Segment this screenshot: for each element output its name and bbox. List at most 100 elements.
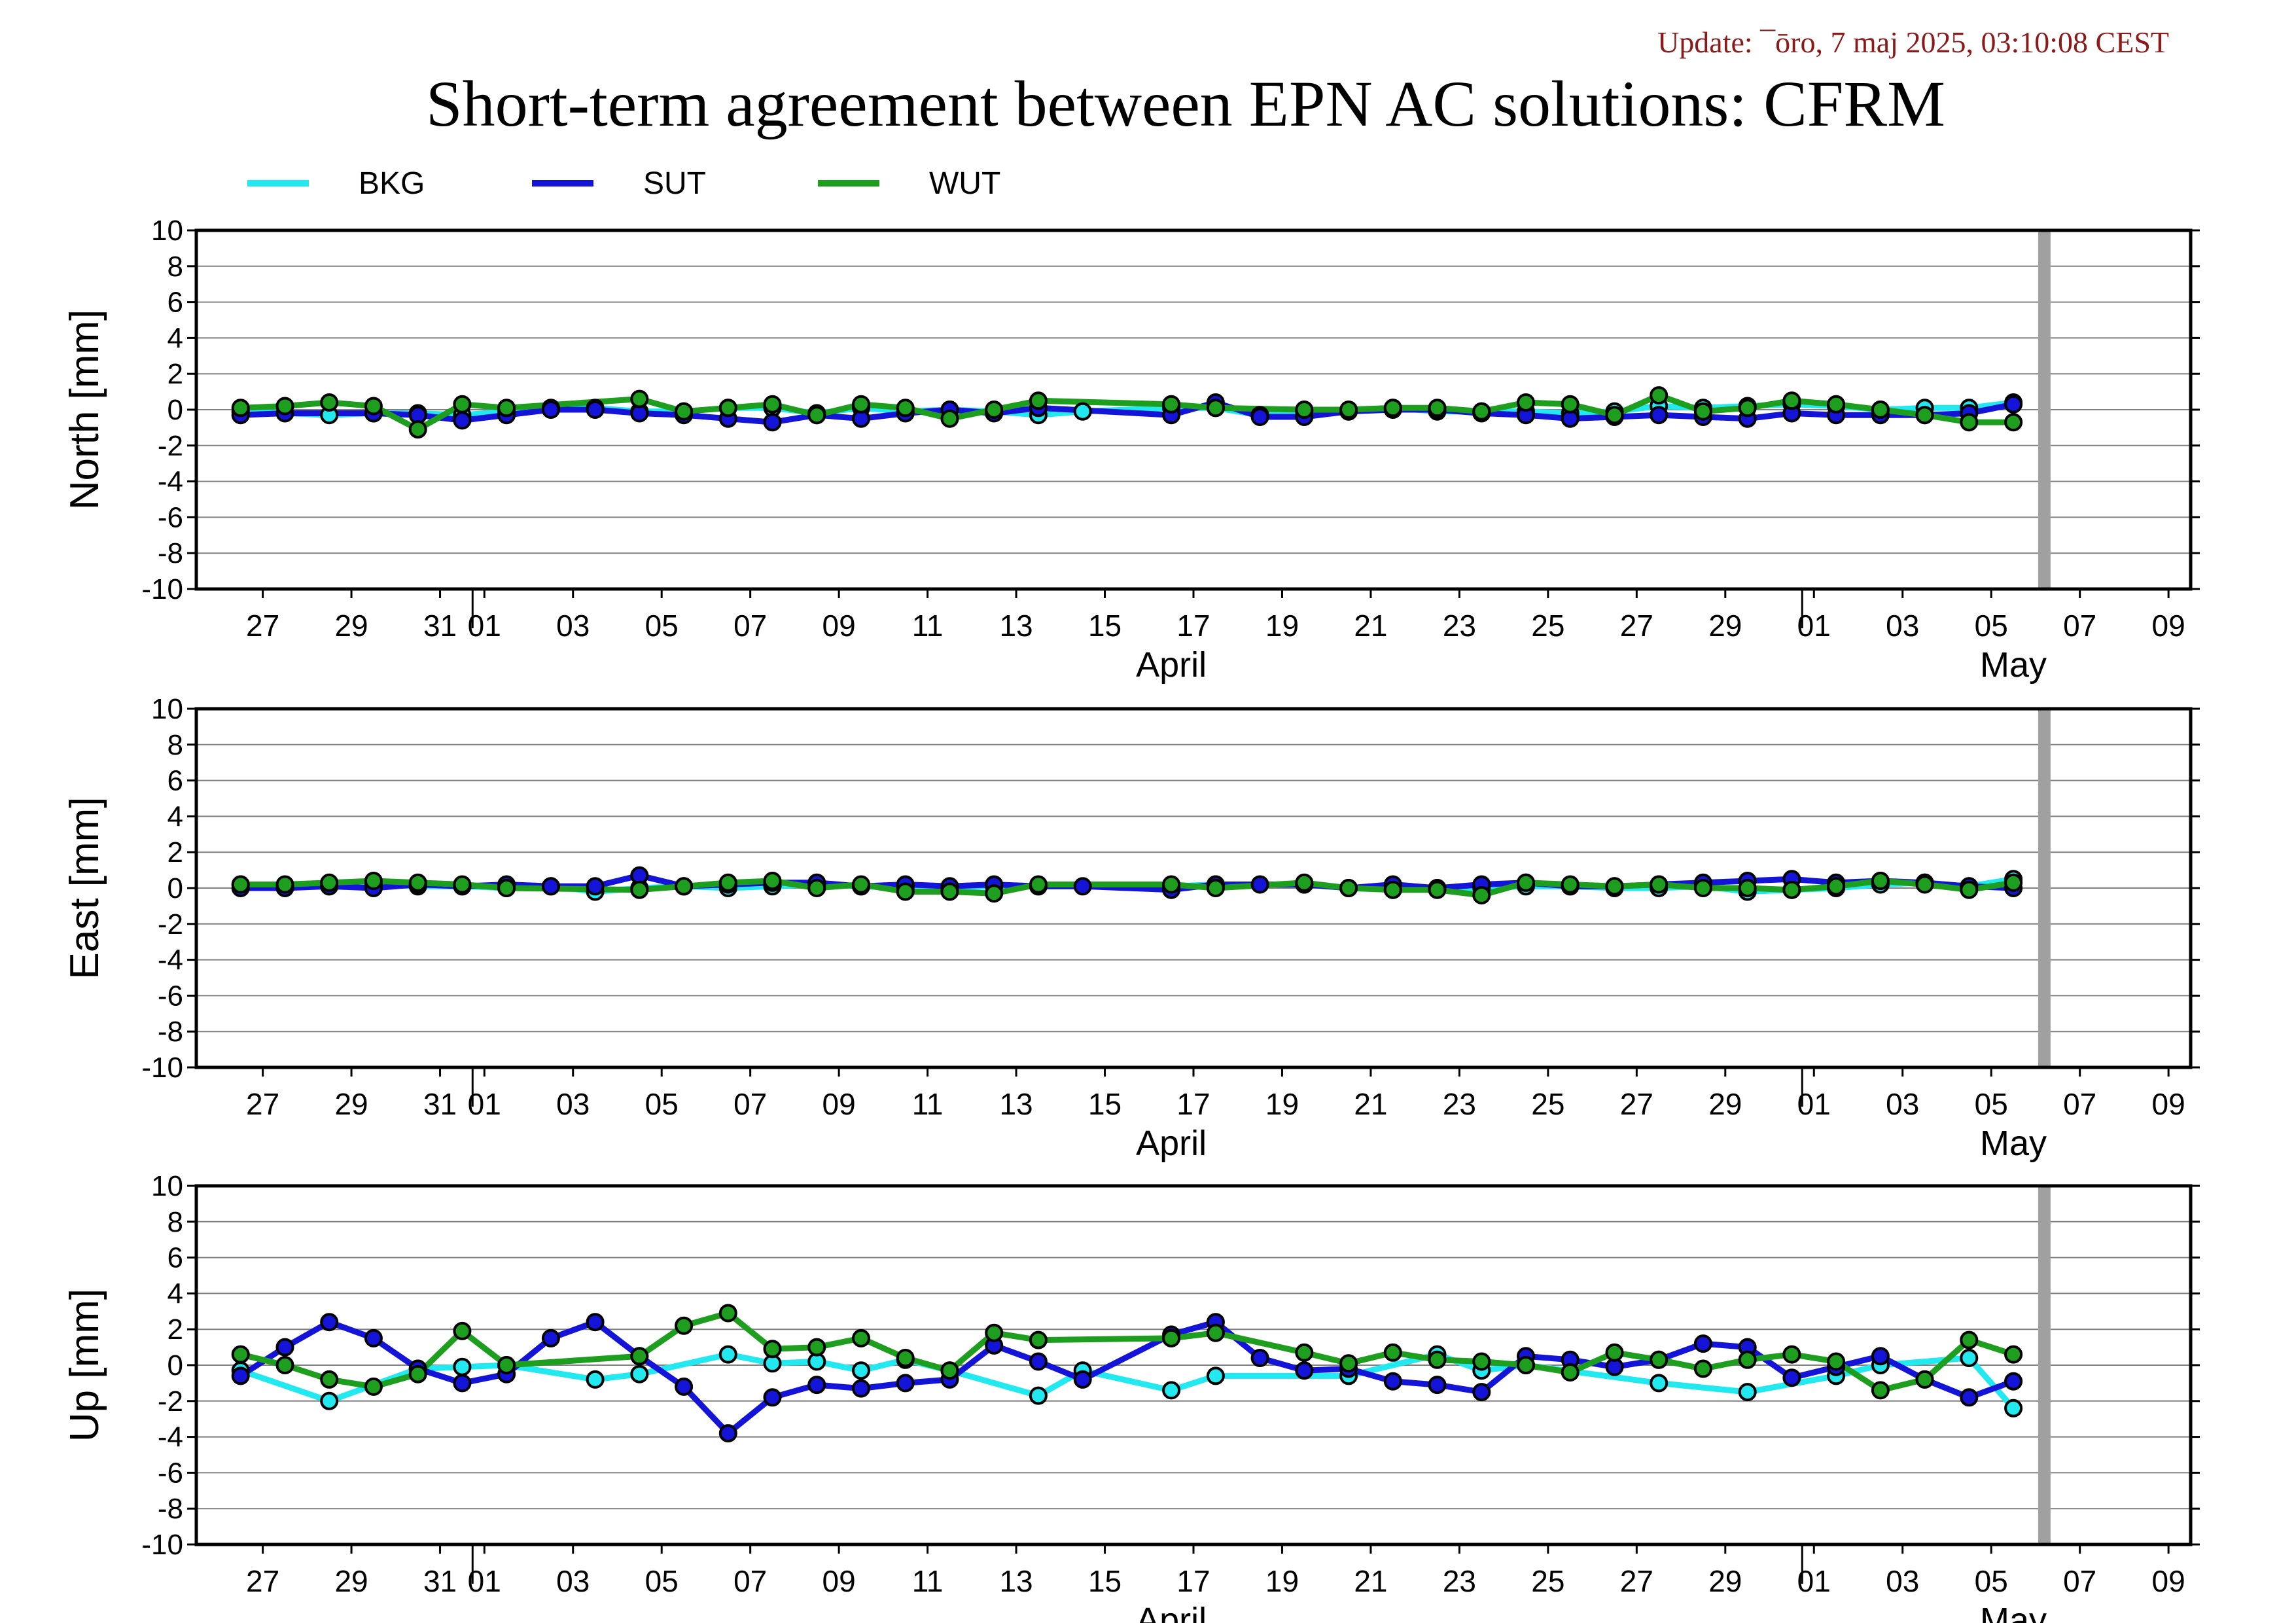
legend: BKG SUT WUT [247,166,1000,201]
current-day-marker [2038,230,2051,589]
x-tick-label: 09 [2152,1087,2185,1121]
data-point-wut [1782,880,1801,899]
y-axis-label: Up [mm] [62,1289,107,1442]
y-tick-label: 4 [168,1277,183,1310]
data-point-sut [1383,1372,1402,1391]
x-tick-label: 13 [999,609,1033,643]
data-point-wut [364,1377,383,1396]
x-tick-label: 27 [1620,1564,1653,1598]
x-tick-label: 09 [2152,609,2185,643]
x-tick-label: 19 [1265,609,1299,643]
data-point-wut [497,879,516,897]
data-point-wut [408,420,427,439]
x-tick-label: 27 [246,1087,279,1121]
x-tick-label: 05 [1975,1564,2008,1598]
x-tick-label: 21 [1354,1564,1387,1598]
data-point-wut [1605,1343,1624,1362]
data-point-wut [1650,1350,1669,1369]
month-label: May [1980,1124,2047,1163]
data-point-sut [320,1313,339,1332]
x-tick-label: 21 [1354,1087,1387,1121]
data-point-wut [1650,875,1669,894]
data-point-sut [586,877,605,896]
data-point-wut [1029,875,1048,894]
data-point-wut [1915,875,1934,894]
y-tick-label: -4 [158,466,183,498]
data-point-wut [231,1345,250,1364]
data-point-wut [896,1349,915,1367]
data-point-wut [1383,399,1402,418]
x-tick-label: 07 [2063,1564,2096,1598]
x-tick-label: 15 [1088,1564,1122,1598]
data-point-wut [807,879,826,897]
x-tick-label: 29 [1708,609,1742,643]
data-point-wut [1693,879,1712,897]
data-point-wut [231,399,250,418]
x-tick-label: 19 [1265,1564,1299,1598]
data-point-sut [1073,877,1092,896]
data-point-wut [1693,1359,1712,1378]
data-point-wut [1871,872,1890,890]
data-point-wut [1295,401,1314,419]
data-point-wut [763,1340,782,1359]
data-point-wut [630,1347,649,1366]
data-point-wut [852,395,870,414]
data-point-wut [1162,1329,1181,1347]
data-point-wut [1162,395,1181,414]
data-point-sut [1073,1370,1092,1389]
x-tick-label: 07 [2063,609,2096,643]
data-point-bkg [1650,1374,1669,1393]
data-point-sut [1295,1361,1314,1380]
x-tick-label: 07 [733,1087,767,1121]
data-point-wut [275,397,294,416]
data-point-wut [1827,877,1846,896]
data-point-sut [1693,1334,1712,1353]
x-tick-label: 03 [1886,1564,1919,1598]
y-tick-label: -10 [141,573,183,605]
y-tick-label: 2 [168,1313,183,1346]
data-point-wut [718,873,737,892]
data-point-wut [1517,1356,1535,1374]
data-point-wut [807,1338,826,1357]
x-tick-label: 03 [556,609,590,643]
x-tick-label: 09 [2152,1564,2185,1598]
y-tick-label: 6 [168,765,183,797]
y-tick-label: -4 [158,944,183,976]
data-point-wut [985,884,1004,903]
data-point-wut [1871,401,1890,419]
x-tick-label: 03 [1886,609,1919,643]
data-point-bkg [1162,1381,1181,1400]
x-tick-label: 27 [1620,609,1653,643]
y-tick-label: 2 [168,358,183,390]
y-tick-label: 2 [168,836,183,868]
data-point-wut [1295,1343,1314,1362]
data-point-wut [1428,880,1447,899]
data-point-wut [320,393,339,412]
data-point-sut [453,1374,472,1393]
data-point-sut [1871,1347,1890,1366]
data-point-wut [408,873,427,892]
x-tick-label: 29 [334,1564,368,1598]
data-point-wut [896,882,915,901]
x-tick-label: 23 [1443,1087,1476,1121]
data-point-sut [275,1338,294,1357]
x-tick-label: 17 [1176,1564,1210,1598]
data-point-wut [408,1364,427,1383]
x-tick-label: 29 [1708,1087,1742,1121]
x-tick-label: 27 [246,609,279,643]
data-point-wut [1428,399,1447,418]
data-point-sut [1428,1376,1447,1395]
data-point-sut [675,1377,694,1396]
y-tick-label: 10 [151,693,183,725]
data-point-wut [896,399,915,418]
data-point-wut [1738,879,1757,897]
x-tick-label: 09 [822,1564,856,1598]
x-tick-label: 03 [556,1087,590,1121]
data-point-wut [1738,399,1757,418]
month-label: May [1980,1601,2047,1623]
data-point-bkg [453,1357,472,1376]
data-point-wut [1605,406,1624,425]
data-point-wut [1782,1345,1801,1364]
data-point-wut [1561,1363,1580,1382]
